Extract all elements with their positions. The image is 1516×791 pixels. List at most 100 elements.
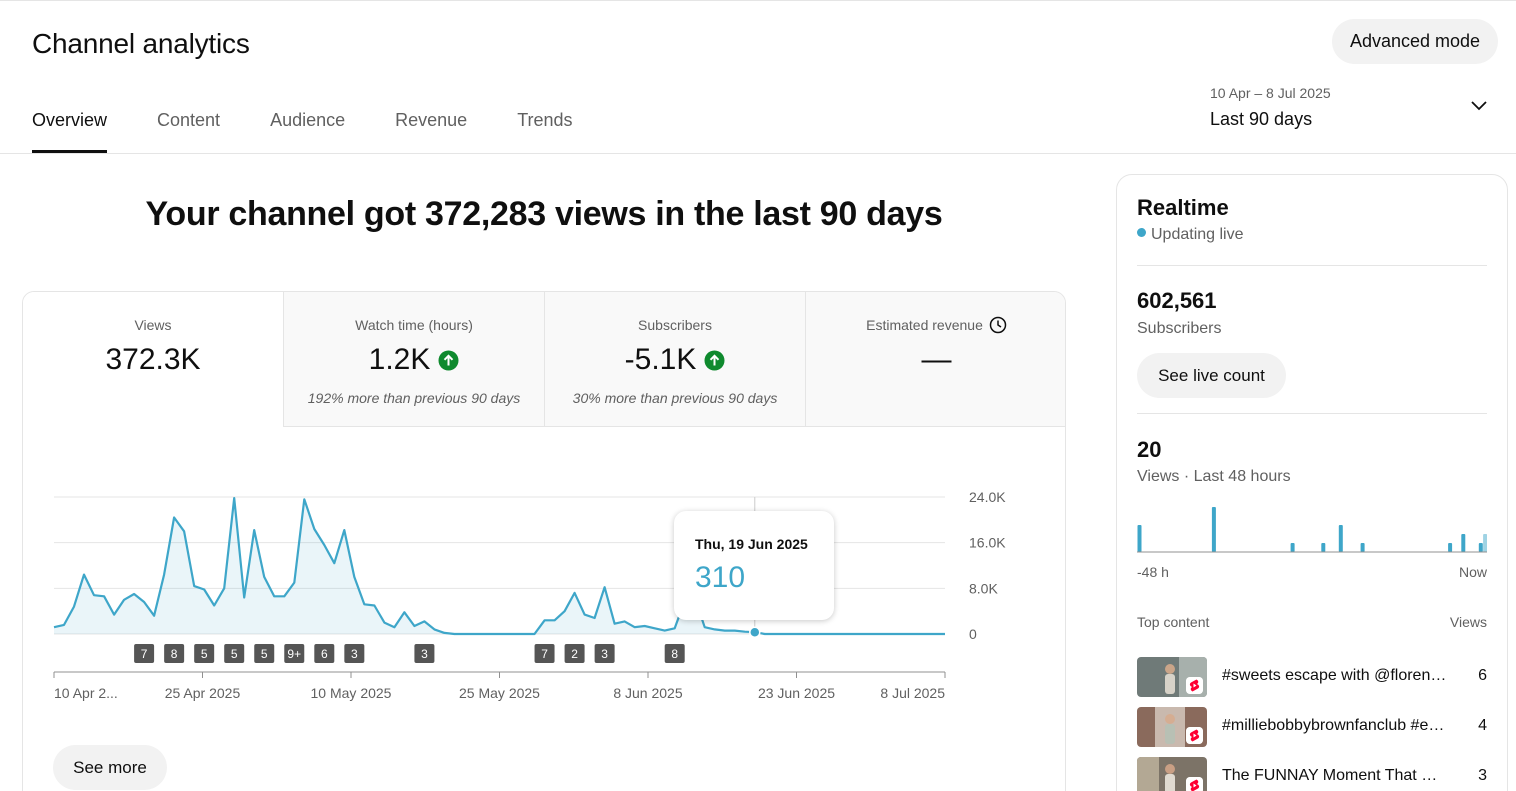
realtime-axis-start: -48 h [1137, 564, 1169, 580]
x-tick-label: 8 Jul 2025 [880, 685, 945, 701]
realtime-views-count: 20 [1137, 437, 1162, 462]
metric-value: — [921, 343, 952, 376]
metric-comparison: 192% more than previous 90 days [307, 390, 521, 406]
x-tick-label: 10 May 2025 [311, 685, 392, 701]
realtime-axis-end: Now [1458, 564, 1487, 580]
metric-label: Estimated revenue [806, 316, 1065, 334]
top-divider [0, 0, 1516, 1]
see-more-button[interactable]: See more [53, 745, 167, 790]
x-tick-label: 23 Jun 2025 [758, 685, 835, 701]
metric-label: Views [134, 317, 172, 333]
date-range-label: Last 90 days [1210, 109, 1313, 129]
metric-value: 1.2K [284, 340, 544, 380]
upload-marker-label: 6 [321, 647, 328, 661]
upload-marker-label: 3 [601, 647, 608, 661]
shorts-icon [1186, 677, 1203, 694]
shorts-icon [1186, 727, 1203, 744]
top-content-item[interactable]: #sweets escape with @florence... 6 [1137, 657, 1487, 698]
metric-subscribers[interactable]: Subscribers -5.1K 30% more than previous… [545, 292, 806, 427]
realtime-bar [1137, 525, 1142, 552]
upload-marker [534, 644, 555, 663]
metric-value: 372.3K [105, 343, 201, 376]
upload-marker-label: 2 [571, 647, 578, 661]
realtime-bar [1360, 543, 1365, 552]
x-tick-label: 10 Apr 2... [54, 685, 118, 701]
upload-marker [414, 644, 435, 663]
upload-marker [284, 644, 305, 663]
upload-marker [134, 644, 155, 663]
realtime-bar [1290, 543, 1295, 552]
video-title: #sweets escape with @florence... [1222, 667, 1450, 684]
realtime-bar [1321, 543, 1326, 552]
realtime-card: Realtime Updating live 602,561 Subscribe… [1116, 174, 1508, 791]
tab-bar: Overview Content Audience Revenue Trends [32, 110, 623, 153]
tooltip-value: 310 [695, 561, 746, 594]
top-content-views-heading: Views [1449, 614, 1487, 630]
highlight-point [749, 626, 761, 638]
upload-marker [314, 644, 335, 663]
views-chart[interactable]: 24.0K 16.0K 8.0K 0 7 8 5 5 5 9+ 6 3 3 7 2 3 8 10 Apr 2...… [23, 427, 1066, 727]
upload-marker [344, 644, 365, 663]
upload-marker [224, 644, 245, 663]
metric-label: Subscribers [638, 317, 712, 333]
divider [1137, 265, 1487, 266]
subscriber-label: Subscribers [1137, 320, 1222, 337]
live-status: Updating live [1137, 226, 1244, 244]
upload-marker-label: 9+ [287, 647, 301, 661]
y-tick-label: 24.0K [969, 489, 1006, 505]
y-tick-label: 16.0K [969, 535, 1006, 551]
top-content-heading: Top content [1137, 614, 1210, 630]
realtime-bar [1478, 543, 1483, 552]
upload-marker [564, 644, 585, 663]
tab-overview[interactable]: Overview [32, 110, 108, 153]
advanced-mode-button[interactable]: Advanced mode [1332, 19, 1498, 64]
y-tick-label: 0 [969, 626, 977, 642]
arrow-up-icon [704, 350, 725, 370]
upload-marker [254, 644, 275, 663]
upload-marker-label: 5 [231, 647, 238, 661]
page-title: Channel analytics [32, 28, 250, 59]
realtime-views-label: Views · Last 48 hours [1137, 468, 1291, 485]
upload-marker-label: 7 [541, 647, 548, 661]
realtime-bar [1211, 507, 1216, 552]
top-content-item[interactable]: The FUNNAY Moment That Went... 3 [1137, 757, 1487, 791]
divider [1137, 413, 1487, 414]
video-thumbnail [1137, 707, 1207, 747]
upload-marker [194, 644, 215, 663]
video-thumbnail [1137, 757, 1207, 791]
tooltip-date: Thu, 19 Jun 2025 [695, 536, 808, 552]
tab-trends[interactable]: Trends [517, 110, 573, 130]
tab-revenue[interactable]: Revenue [395, 110, 468, 130]
video-views: 4 [1478, 717, 1487, 734]
upload-marker [664, 644, 685, 663]
date-range-picker[interactable]: 10 Apr – 8 Jul 2025 Last 90 days [1210, 82, 1490, 134]
realtime-title: Realtime [1137, 195, 1229, 220]
views-area [54, 498, 945, 634]
overview-card: Views 372.3K Watch time (hours) 1.2K 192… [22, 291, 1066, 791]
realtime-bar [1448, 543, 1453, 552]
live-dot-icon [1137, 227, 1146, 237]
tab-audience[interactable]: Audience [270, 110, 346, 130]
video-title: #milliebobbybrownfanclub #edit... [1222, 717, 1450, 734]
top-content-item[interactable]: #milliebobbybrownfanclub #edit... 4 [1137, 707, 1487, 748]
metric-views[interactable]: Views 372.3K [23, 292, 284, 427]
upload-marker-label: 7 [141, 647, 148, 661]
metric-watch-time[interactable]: Watch time (hours) 1.2K 192% more than p… [284, 292, 545, 427]
clock-icon [989, 316, 1007, 334]
tab-content[interactable]: Content [157, 110, 221, 130]
video-views: 3 [1478, 767, 1487, 784]
metric-estimated-revenue[interactable]: Estimated revenue — [806, 292, 1065, 427]
upload-marker-label: 5 [201, 647, 208, 661]
metric-value: -5.1K [545, 340, 805, 380]
x-tick-label: 25 May 2025 [459, 685, 540, 701]
upload-marker-label: 3 [421, 647, 428, 661]
views-line [53, 497, 945, 636]
realtime-bar [1338, 525, 1343, 552]
see-live-count-button[interactable]: See live count [1137, 353, 1286, 398]
video-views: 6 [1478, 667, 1487, 684]
date-range-text: 10 Apr – 8 Jul 2025 [1210, 85, 1331, 101]
upload-marker-label: 8 [171, 647, 178, 661]
video-thumbnail [1137, 657, 1207, 697]
realtime-bar [1483, 534, 1487, 552]
realtime-bar-chart[interactable] [1137, 500, 1487, 555]
